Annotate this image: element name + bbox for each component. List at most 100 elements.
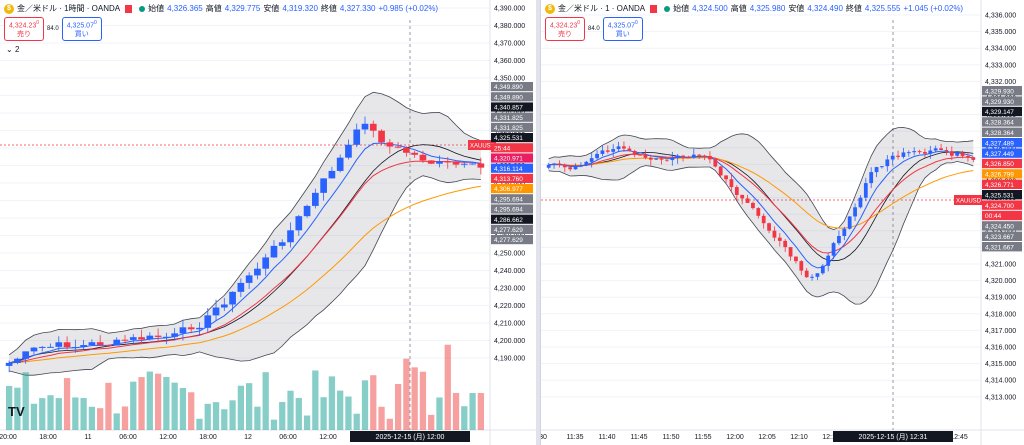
- close-label: 終値: [845, 4, 862, 13]
- time-axis-tick: 12:00: [319, 434, 337, 441]
- candle: [632, 150, 637, 155]
- volume-bar: [55, 398, 62, 430]
- symbol-title[interactable]: 金／米ドル · 1時間 · OANDA: [17, 4, 121, 13]
- candle: [777, 237, 782, 241]
- candle: [220, 304, 228, 308]
- price-axis-tick: 4,320.000: [985, 278, 1016, 285]
- time-axis-tick: 12:45: [950, 434, 968, 441]
- gold-coin-icon: $: [4, 3, 14, 14]
- candle: [751, 202, 755, 209]
- time-axis-tick: 12:00: [726, 434, 744, 441]
- chart-pane-right[interactable]: 4,336.000 4,335.000 4,334.000 4,333.000 4,33…: [540, 0, 1024, 445]
- price-tag-label: 4,349.890: [494, 94, 523, 101]
- time-axis-tick: 06:00: [119, 434, 137, 441]
- bollinger-mid-line: [548, 151, 974, 262]
- candle: [627, 148, 632, 151]
- close-value: 4,327.330: [339, 4, 376, 13]
- price-tag-label: 4,313.760: [494, 176, 523, 183]
- buy-button[interactable]: 4,325.070 買い: [61, 17, 102, 42]
- candle: [837, 235, 841, 244]
- volume-bar: [353, 413, 360, 430]
- price-tag: [982, 86, 1022, 96]
- candle: [436, 161, 443, 164]
- price-tag: [491, 102, 533, 112]
- price-axis-tick: 4,319.000: [985, 295, 1016, 302]
- candle: [237, 282, 245, 292]
- candle: [745, 198, 750, 203]
- candle: [960, 152, 965, 156]
- price-axis-tick: 4,390.000: [494, 6, 525, 13]
- sell-label: 売り: [17, 31, 32, 39]
- candle: [403, 147, 410, 153]
- open-label: 始値: [148, 4, 165, 13]
- chart-pane-left[interactable]: 4,390.000 4,380.000 4,370.000 4,360.000 4,35…: [0, 0, 536, 445]
- volume-bar: [196, 418, 203, 430]
- time-axis-tick: 11:40: [599, 434, 616, 441]
- time-axis-tick: 20:00: [0, 434, 17, 441]
- buy-button[interactable]: 4,325.070 買い: [602, 17, 643, 42]
- price-tag-label: 4,329.930: [985, 99, 1014, 106]
- price-tag: [491, 153, 533, 163]
- candle: [105, 345, 112, 347]
- sell-button[interactable]: 4,324.230 売り: [4, 17, 45, 42]
- candle: [138, 337, 145, 340]
- candle: [63, 342, 71, 348]
- chart-canvas-left[interactable]: 4,390.000 4,380.000 4,370.000 4,360.000 4,35…: [0, 0, 536, 445]
- sell-button[interactable]: 4,324.230 売り: [545, 17, 586, 42]
- volume-bar: [97, 408, 104, 430]
- candle: [171, 333, 178, 337]
- bollinger-mid-line: [9, 144, 481, 364]
- pane-divider[interactable]: [536, 0, 540, 445]
- change-value: +0.985 (+0.02%): [378, 4, 439, 13]
- price-axis-tick: 4,380.000: [494, 23, 525, 30]
- spread-value: 84.0: [588, 26, 600, 33]
- candle: [939, 148, 943, 151]
- price-axis-tick: 4,335.000: [985, 29, 1016, 36]
- candle: [906, 152, 911, 154]
- candle: [826, 255, 831, 266]
- high-label: 高値: [730, 4, 747, 13]
- price-tag: [491, 224, 533, 234]
- time-axis-tick: 11:50: [663, 434, 680, 441]
- buy-label: 買い: [615, 31, 630, 39]
- price-tag-label: 4,329.147: [985, 109, 1014, 116]
- volume-bar: [444, 344, 451, 430]
- price-tag-label: 4,295.694: [494, 196, 523, 203]
- buy-price: 4,325.07: [66, 22, 94, 30]
- price-tag: [982, 190, 1022, 200]
- chart-canvas-right[interactable]: 4,336.000 4,335.000 4,334.000 4,333.000 4,33…: [541, 0, 1024, 445]
- buy-price: 4,325.07: [607, 22, 635, 30]
- candle: [154, 335, 162, 337]
- price-tag: [982, 117, 1022, 127]
- candle: [88, 342, 96, 346]
- candle: [847, 216, 852, 229]
- volume-bar: [254, 406, 261, 430]
- price-tag: [491, 92, 533, 102]
- candle: [729, 179, 734, 188]
- candle: [896, 155, 900, 157]
- price-tag-label: 4,324.450: [985, 224, 1014, 231]
- volume-bar: [394, 383, 402, 430]
- price-axis-tick: 4,315.000: [985, 361, 1016, 368]
- volume-bar: [303, 415, 311, 430]
- candle: [55, 342, 63, 347]
- indicator-collapse-button[interactable]: ⌄ 2: [6, 45, 19, 54]
- candle: [80, 345, 87, 348]
- volume-bar: [461, 406, 468, 430]
- volume-bar: [72, 397, 79, 430]
- price-tag-label: 25:44: [494, 145, 511, 152]
- candle: [842, 228, 847, 236]
- candle: [146, 335, 154, 340]
- candle: [880, 166, 884, 168]
- volume-bar: [121, 406, 129, 430]
- change-value: +1.045 (+0.02%): [903, 4, 964, 13]
- symbol-title[interactable]: 金／米ドル · 1 · OANDA: [558, 4, 646, 13]
- ema-mid-line: [9, 160, 481, 364]
- price-tag-label: 4,325.531: [985, 192, 1014, 199]
- candle: [229, 291, 236, 305]
- candle: [949, 151, 954, 156]
- candle: [320, 178, 327, 193]
- volume-bar: [80, 398, 87, 430]
- price-axis-tick: 4,316.000: [985, 345, 1016, 352]
- candle: [336, 157, 344, 171]
